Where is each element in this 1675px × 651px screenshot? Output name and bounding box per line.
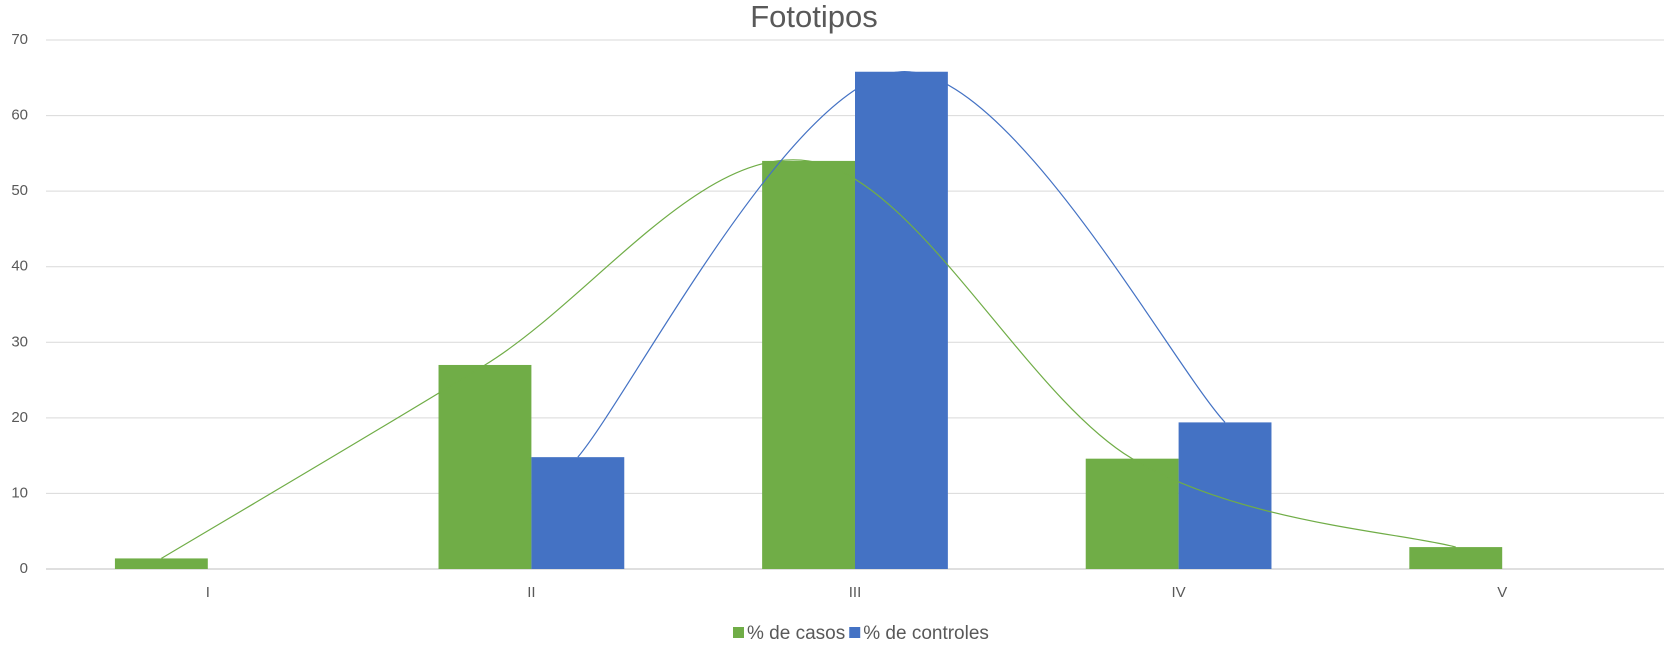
y-tick-label: 20 (11, 409, 28, 426)
y-tick-label: 40 (11, 258, 28, 275)
bar (1085, 458, 1179, 569)
legend-swatch (849, 627, 861, 638)
legend-label: % de controles (863, 623, 989, 644)
bar (531, 457, 625, 569)
bar (1178, 422, 1272, 569)
x-tick-label: I (206, 584, 210, 601)
x-tick-label: V (1497, 584, 1507, 601)
legend-swatch (733, 627, 744, 638)
y-tick-label: 60 (11, 107, 28, 124)
bar (762, 160, 855, 569)
chart-title: Fototipos (750, 0, 878, 34)
smooth-line (577, 71, 1226, 458)
bar (855, 71, 948, 570)
bar (438, 364, 532, 569)
y-tick-label: 70 (11, 31, 28, 48)
smooth-line (161, 159, 1456, 559)
bar (1409, 547, 1503, 569)
x-tick-label: III (849, 584, 862, 601)
y-tick-label: 0 (20, 560, 28, 577)
x-tick-label: II (527, 584, 535, 601)
y-tick-label: 30 (11, 333, 28, 350)
y-tick-label: 10 (11, 484, 28, 501)
y-tick-label: 50 (11, 182, 28, 199)
legend-label: % de casos (747, 623, 845, 644)
bar (114, 558, 208, 569)
x-tick-label: IV (1172, 584, 1186, 601)
